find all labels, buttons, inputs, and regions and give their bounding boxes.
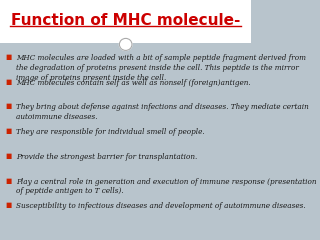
Text: ■: ■	[6, 178, 12, 184]
FancyBboxPatch shape	[0, 0, 252, 43]
Text: MHC molecules are loaded with a bit of sample peptide fragment derived from
the : MHC molecules are loaded with a bit of s…	[16, 54, 306, 82]
Text: ■: ■	[6, 128, 12, 134]
Text: Play a central role in generation and execution of immune response (presentation: Play a central role in generation and ex…	[16, 178, 317, 195]
Text: ■: ■	[6, 79, 12, 85]
Text: ■: ■	[6, 202, 12, 208]
Text: Function of MHC molecule-: Function of MHC molecule-	[11, 13, 240, 28]
Text: They are responsible for individual smell of people.: They are responsible for individual smel…	[16, 128, 205, 136]
Text: ■: ■	[6, 54, 12, 60]
Text: MHC molecules contain self as well as nonself (foreign)antigen.: MHC molecules contain self as well as no…	[16, 79, 251, 87]
Text: ■: ■	[6, 153, 12, 159]
Circle shape	[119, 38, 132, 50]
Text: They bring about defense against infections and diseases. They mediate certain
a: They bring about defense against infecti…	[16, 103, 309, 121]
Text: ■: ■	[6, 103, 12, 109]
Text: Susceptibility to infectious diseases and development of autoimmune diseases.: Susceptibility to infectious diseases an…	[16, 202, 306, 210]
Text: Provide the strongest barrier for transplantation.: Provide the strongest barrier for transp…	[16, 153, 197, 161]
